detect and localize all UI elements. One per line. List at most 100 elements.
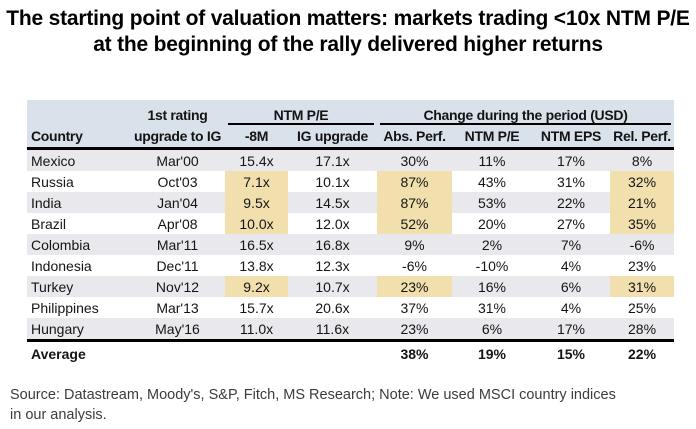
rel-perf-cell: 32% — [610, 171, 675, 192]
pe-ig-upgrade-cell: 17.1x — [288, 148, 377, 171]
table-body: Mexico Mar'00 15.4x 17.1x 30% 11% 17% 8%… — [27, 148, 675, 366]
ntm-pe-cell: 6% — [452, 318, 532, 342]
pe-8m-cell: 7.1x — [225, 171, 288, 192]
table-row: India Jan'04 9.5x 14.5x 87% 53% 22% 21% — [27, 192, 675, 213]
abs-perf-cell: 30% — [377, 148, 452, 171]
abs-perf-cell: 23% — [377, 276, 452, 297]
group-header-ntm-pe: NTM P/E — [225, 100, 377, 125]
pe-8m-cell: 9.5x — [225, 192, 288, 213]
country-cell: Hungary — [27, 318, 130, 342]
pe-8m-cell: 15.7x — [239, 299, 274, 316]
rel-perf-cell: 35% — [610, 213, 675, 234]
group-header-spacer — [27, 100, 130, 125]
table-row: Hungary May'16 11.0x 11.6x 23% 6% 17% 28… — [27, 318, 675, 342]
table-row: Philippines Mar'13 15.7x 20.6x 37% 31% 4… — [27, 297, 674, 318]
slide-title: The starting point of valuation matters:… — [6, 7, 690, 56]
pe-8m-cell: 10.0x — [225, 213, 288, 234]
group-header-row: 1st rating NTM P/E Change during the per… — [27, 100, 675, 125]
pe-ig-upgrade-cell: 16.8x — [288, 234, 377, 255]
upgrade-date-cell: Mar'13 — [156, 299, 199, 316]
ntm-pe-cell: 43% — [477, 173, 507, 190]
abs-perf-cell: 52% — [377, 213, 452, 234]
upgrade-date-cell: Apr'08 — [157, 215, 198, 232]
rel-perf-cell: 23% — [628, 257, 657, 274]
table-row: Mexico Mar'00 15.4x 17.1x 30% 11% 17% 8% — [27, 148, 675, 171]
table-row: Turkey Nov'12 9.2x 10.7x 23% 16% 6% 31% — [27, 276, 675, 297]
ntm-eps-cell: 31% — [556, 173, 586, 190]
table-row: Colombia Mar'11 16.5x 16.8x 9% 2% 7% -6% — [27, 234, 675, 255]
abs-perf-cell: 9% — [377, 234, 452, 255]
group-header-change: Change during the period (USD) — [377, 100, 675, 125]
rel-perf-cell: 22% — [628, 345, 657, 362]
upgrade-date-cell: Oct'03 — [157, 173, 198, 190]
group-header-rating: 1st rating — [130, 100, 225, 125]
ntm-eps-cell: 17% — [532, 148, 610, 171]
pe-ig-upgrade-cell: 10.1x — [315, 173, 350, 190]
ntm-eps-cell: 6% — [532, 276, 610, 297]
rel-perf-cell: 25% — [628, 299, 657, 316]
rel-perf-cell: 31% — [610, 276, 675, 297]
pe-8m-cell: 11.0x — [225, 318, 288, 342]
pe-ig-upgrade-cell: 12.3x — [315, 257, 350, 274]
col-header-ntm-eps: NTM EPS — [532, 125, 610, 150]
abs-perf-cell: 23% — [377, 318, 452, 342]
ntm-pe-cell: 2% — [452, 234, 532, 255]
rel-perf-cell: 8% — [610, 148, 675, 171]
ntm-pe-cell: 16% — [452, 276, 532, 297]
pe-ig-upgrade-cell: 10.7x — [288, 276, 377, 297]
ntm-pe-cell: 53% — [452, 192, 532, 213]
upgrade-date-cell: Jan'04 — [130, 192, 225, 213]
ntm-eps-cell: 4% — [560, 299, 582, 316]
country-cell: Colombia — [27, 234, 130, 255]
upgrade-date-cell — [130, 341, 225, 366]
pe-ig-upgrade-cell — [288, 341, 377, 366]
ntm-pe-cell: 20% — [477, 215, 507, 232]
ntm-pe-cell: 19% — [477, 345, 507, 362]
country-cell: Turkey — [27, 276, 130, 297]
col-header-pe-8m: -8M — [225, 125, 288, 150]
col-header-abs-perf: Abs. Perf. — [377, 125, 452, 150]
col-header-pe-ig-upgrade: IG upgrade — [288, 125, 377, 150]
rel-perf-cell: -6% — [610, 234, 675, 255]
table-row: Brazil Apr'08 10.0x 12.0x 52% 20% 27% 35… — [27, 213, 675, 234]
abs-perf-cell: 87% — [377, 171, 452, 192]
upgrade-date-cell: Dec'11 — [156, 257, 199, 274]
col-header-ntm-pe: NTM P/E — [452, 125, 532, 150]
ntm-pe-cell: 11% — [452, 148, 532, 171]
source-note: Source: Datastream, Moody's, S&P, Fitch,… — [10, 387, 616, 423]
col-header-country: Country — [27, 125, 130, 150]
country-cell: India — [27, 192, 130, 213]
ntm-eps-cell: 22% — [532, 192, 610, 213]
ntm-eps-cell: 17% — [532, 318, 610, 342]
upgrade-date-cell: May'16 — [130, 318, 225, 342]
ntm-eps-cell: 27% — [556, 215, 586, 232]
country-cell: Indonesia — [31, 257, 92, 274]
ntm-eps-cell: 15% — [556, 345, 586, 362]
upgrade-date-cell: Mar'11 — [130, 234, 225, 255]
country-cell: Mexico — [27, 148, 130, 171]
col-header-upgrade-date: upgrade to IG — [130, 125, 225, 150]
pe-8m-cell: 9.2x — [225, 276, 288, 297]
pe-8m-cell: 13.8x — [239, 257, 274, 274]
country-cell: Russia — [31, 173, 74, 190]
table-header: 1st rating NTM P/E Change during the per… — [27, 100, 675, 150]
ntm-pe-cell: -10% — [475, 257, 509, 274]
pe-8m-cell: 16.5x — [225, 234, 288, 255]
rel-perf-cell: 28% — [610, 318, 675, 342]
average-row: Average 38% 19% 15% 22% — [27, 341, 674, 366]
rel-perf-cell: 21% — [610, 192, 675, 213]
ntm-eps-cell: 7% — [532, 234, 610, 255]
average-label: Average — [31, 345, 86, 362]
abs-perf-cell: -6% — [402, 257, 427, 274]
table-row: Russia Oct'03 7.1x 10.1x 87% 43% 31% 32% — [27, 171, 675, 192]
valuation-table: 1st rating NTM P/E Change during the per… — [27, 100, 675, 366]
col-header-rel-perf: Rel. Perf. — [610, 125, 675, 150]
pe-ig-upgrade-cell: 11.6x — [288, 318, 377, 342]
pe-ig-upgrade-cell: 14.5x — [288, 192, 377, 213]
pe-8m-cell — [225, 341, 288, 366]
pe-8m-cell: 15.4x — [225, 148, 288, 171]
ntm-pe-cell: 31% — [477, 299, 507, 316]
country-cell: Brazil — [31, 215, 67, 232]
table-row: Indonesia Dec'11 13.8x 12.3x -6% -10% 4%… — [27, 255, 674, 276]
